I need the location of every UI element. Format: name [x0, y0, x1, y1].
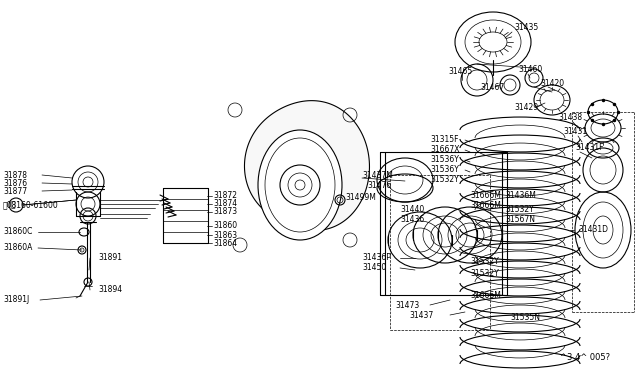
Text: 31431D: 31431D: [578, 225, 608, 234]
Text: Ⓑ: Ⓑ: [11, 201, 15, 209]
Text: 31438: 31438: [558, 113, 582, 122]
Text: 31431: 31431: [563, 128, 587, 137]
Text: 31567N: 31567N: [505, 215, 535, 224]
Text: 31873: 31873: [213, 208, 237, 217]
Text: 31431F: 31431F: [575, 144, 604, 153]
Text: 31532Y: 31532Y: [470, 269, 499, 278]
Text: 31465: 31465: [448, 67, 472, 77]
Text: 31440: 31440: [400, 205, 424, 215]
Text: 31894: 31894: [98, 285, 122, 295]
Text: 31891: 31891: [98, 253, 122, 263]
Text: 31436P: 31436P: [362, 253, 391, 263]
Text: 31860C: 31860C: [3, 228, 33, 237]
Text: 31877: 31877: [3, 186, 27, 196]
Text: 31460: 31460: [518, 65, 542, 74]
Polygon shape: [244, 101, 369, 231]
Text: 31450: 31450: [362, 263, 387, 273]
Text: 31436M: 31436M: [505, 190, 536, 199]
Text: 31499M: 31499M: [345, 192, 376, 202]
Text: 31666M: 31666M: [470, 201, 501, 209]
Text: 31860: 31860: [213, 221, 237, 231]
Text: 31536Y: 31536Y: [430, 166, 459, 174]
Text: 31476: 31476: [367, 180, 391, 189]
Text: 31864: 31864: [213, 238, 237, 247]
Text: 31436: 31436: [400, 215, 424, 224]
Text: 31420: 31420: [540, 80, 564, 89]
Text: 31532Y: 31532Y: [470, 257, 499, 266]
Text: 31437M: 31437M: [362, 170, 393, 180]
Text: 31878: 31878: [3, 170, 27, 180]
Text: 31876: 31876: [3, 179, 27, 187]
Text: ^3 4^ 005?: ^3 4^ 005?: [560, 353, 610, 362]
Text: 31473: 31473: [395, 301, 419, 310]
Text: 31532Y: 31532Y: [505, 205, 534, 215]
Text: 31872: 31872: [213, 192, 237, 201]
Text: 31863: 31863: [213, 231, 237, 240]
Text: 31874: 31874: [213, 199, 237, 208]
Text: 31315F: 31315F: [430, 135, 458, 144]
Text: 31467: 31467: [480, 83, 504, 92]
Text: 31860A: 31860A: [3, 244, 33, 253]
Text: 31667X: 31667X: [430, 145, 460, 154]
Text: 31437: 31437: [409, 311, 433, 320]
Text: 31535N: 31535N: [510, 314, 540, 323]
Text: 31891J: 31891J: [3, 295, 29, 305]
Ellipse shape: [258, 130, 342, 240]
Text: 31532Y: 31532Y: [430, 176, 459, 185]
Text: Ⓑ08160-61600: Ⓑ08160-61600: [3, 201, 59, 209]
Text: 31666M: 31666M: [470, 190, 501, 199]
Text: 31429: 31429: [514, 103, 538, 112]
Text: 31435: 31435: [514, 23, 538, 32]
Text: 31666M: 31666M: [470, 291, 501, 299]
Text: 31536Y: 31536Y: [430, 155, 459, 164]
